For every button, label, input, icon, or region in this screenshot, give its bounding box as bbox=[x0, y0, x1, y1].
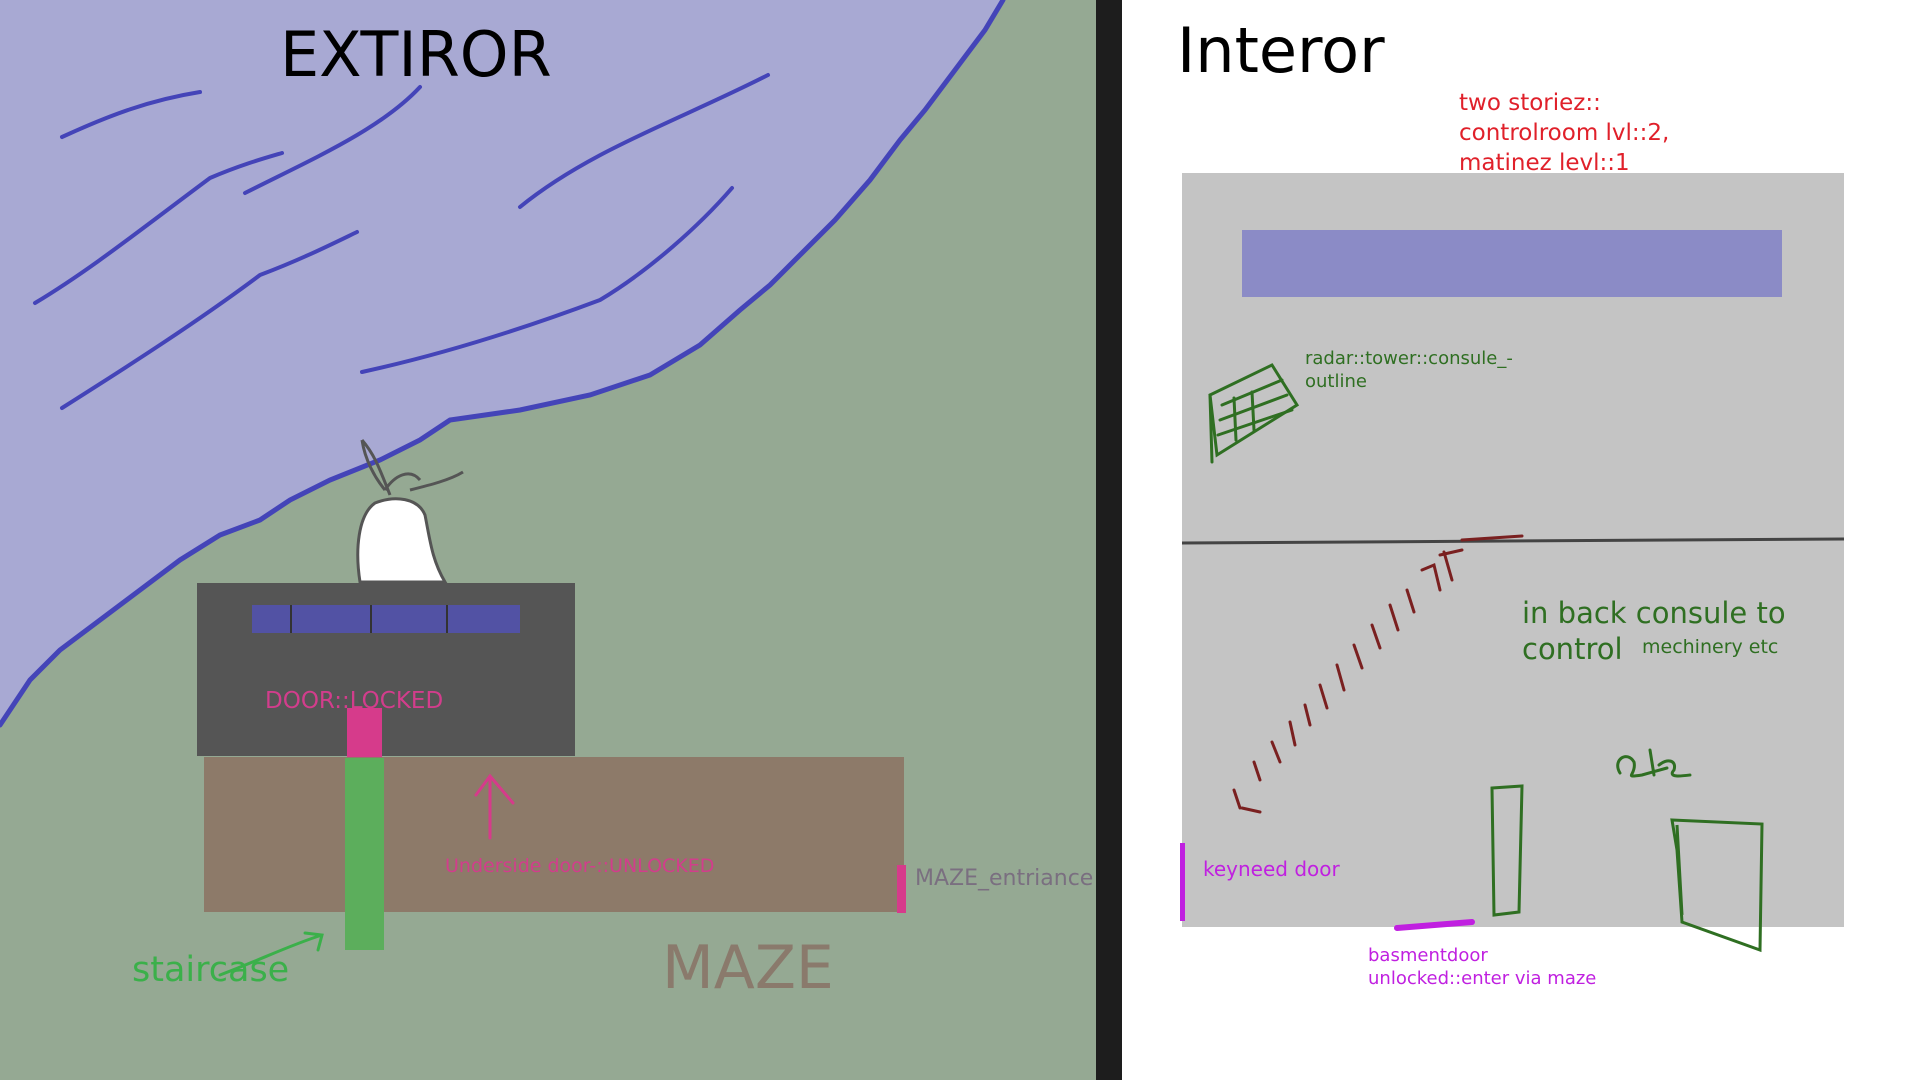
panel-divider bbox=[1096, 0, 1122, 1080]
basement-door-label: basmentdoor unlocked::enter via maze bbox=[1368, 945, 1597, 989]
building-window bbox=[252, 605, 520, 633]
underside-arrow bbox=[474, 773, 515, 840]
stories-note: two storiez:: controlroom lvl::2, matine… bbox=[1459, 90, 1670, 176]
window-strip bbox=[1242, 230, 1782, 297]
underside-door-label: Underside door-::UNLOCKED bbox=[445, 855, 715, 877]
maze-entrance-label: MAZE_entriance bbox=[915, 866, 1094, 891]
exterior-panel: EXTIROR DOOR::LOCKED Underside door-::UN… bbox=[0, 0, 1096, 1080]
radar-console-label: radar::tower::consule_- outline bbox=[1305, 348, 1513, 392]
stairs-sketch bbox=[1232, 534, 1524, 814]
radar-console-sketch bbox=[1208, 363, 1300, 464]
floor-plan bbox=[1182, 173, 1844, 927]
staircase-label: staircase bbox=[132, 950, 290, 990]
door-sketch-1 bbox=[1490, 784, 1524, 917]
etc-scribble bbox=[1616, 748, 1692, 778]
maze-area bbox=[204, 757, 904, 912]
door-sketch-2 bbox=[1670, 818, 1764, 953]
back-console-label: in back consule to control bbox=[1522, 596, 1786, 666]
staircase-arrow bbox=[218, 931, 324, 977]
interior-panel: Interor two storiez:: controlroom lvl::2… bbox=[1122, 0, 1920, 1080]
basement-door bbox=[1394, 919, 1475, 931]
interior-drawing bbox=[1180, 173, 1845, 953]
shoreline bbox=[0, 0, 1006, 728]
keyneed-door-label: keyneed door bbox=[1203, 857, 1340, 881]
machinery-label: mechinery etc bbox=[1642, 636, 1779, 658]
maze-label: MAZE bbox=[662, 933, 834, 1003]
level-divider bbox=[1181, 537, 1845, 545]
creature-sketch bbox=[356, 439, 464, 584]
exterior-title: EXTIROR bbox=[280, 18, 552, 91]
door-locked-label: DOOR::LOCKED bbox=[265, 688, 444, 714]
staircase-shaft bbox=[345, 758, 384, 950]
wave-strokes bbox=[33, 73, 770, 410]
keyneed-door bbox=[1180, 843, 1185, 921]
interior-title: Interor bbox=[1177, 14, 1385, 87]
door-locked bbox=[347, 708, 382, 758]
exterior-drawing bbox=[0, 0, 1006, 977]
maze-entrance-marker bbox=[897, 865, 906, 913]
water-area bbox=[0, 0, 1005, 725]
